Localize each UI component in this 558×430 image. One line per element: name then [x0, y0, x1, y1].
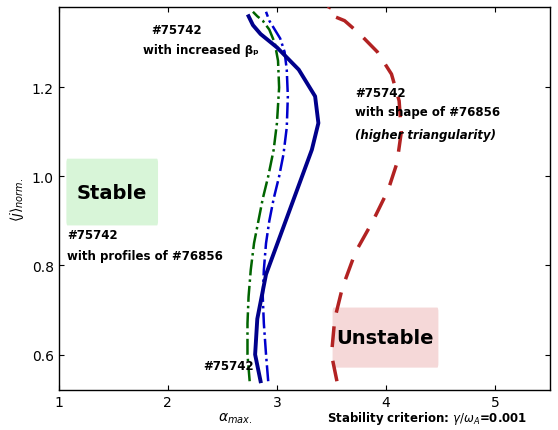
Text: Stability criterion: $\gamma/\omega_A$=0.001: Stability criterion: $\gamma/\omega_A$=0… [327, 409, 527, 426]
FancyBboxPatch shape [66, 159, 158, 226]
Text: with profiles of #76856: with profiles of #76856 [68, 249, 223, 262]
Text: #75742: #75742 [203, 359, 253, 372]
FancyBboxPatch shape [333, 308, 439, 368]
Text: $\alpha_{max.}$: $\alpha_{max.}$ [218, 411, 253, 425]
Text: with shape of #76856: with shape of #76856 [355, 106, 501, 119]
Text: Unstable: Unstable [336, 329, 434, 347]
Y-axis label: $\langle j \rangle_{norm.}$: $\langle j \rangle_{norm.}$ [8, 177, 26, 221]
Text: #75742: #75742 [151, 24, 202, 37]
Text: with increased βₚ: with increased βₚ [143, 44, 258, 57]
Text: #75742: #75742 [68, 228, 118, 242]
Text: Stable: Stable [77, 183, 147, 202]
Text: (higher triangularity): (higher triangularity) [355, 128, 497, 141]
Text: #75742: #75742 [355, 86, 406, 99]
